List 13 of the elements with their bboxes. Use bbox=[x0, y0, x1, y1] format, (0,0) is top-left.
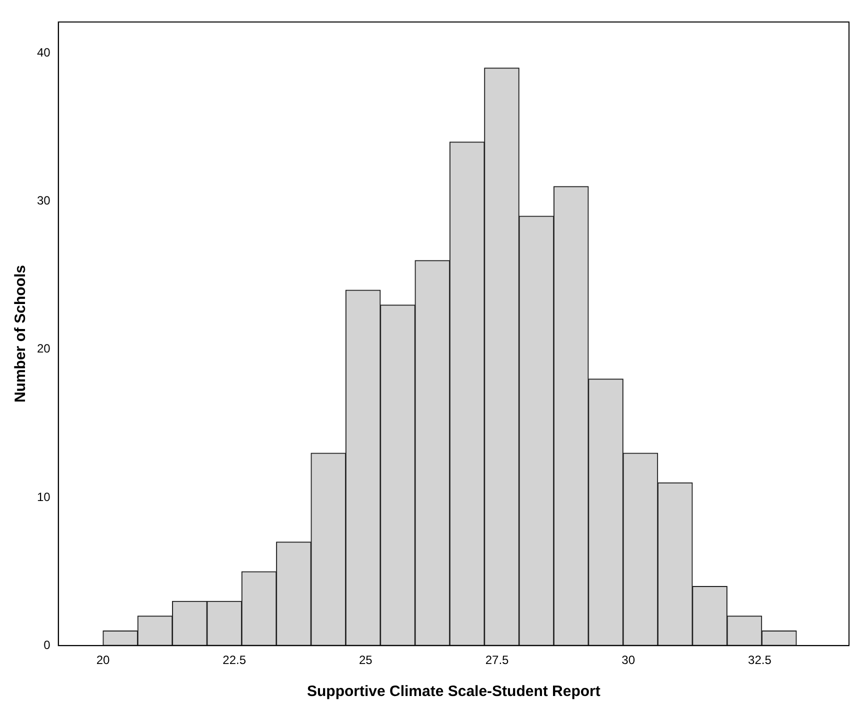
y-tick-label: 30 bbox=[36, 194, 51, 208]
y-tick-label: 20 bbox=[36, 342, 51, 356]
y-tick-label: 40 bbox=[36, 45, 51, 60]
y-axis-title: Number of Schools bbox=[12, 265, 30, 403]
y-tick-label: 0 bbox=[44, 638, 51, 652]
x-tick-label: 27.5 bbox=[485, 653, 510, 668]
x-tick-label: 22.5 bbox=[222, 653, 246, 668]
x-tick-label: 25 bbox=[359, 653, 373, 668]
y-tick-label: 10 bbox=[36, 490, 51, 504]
x-axis-title: Supportive Climate Scale-Student Report bbox=[306, 683, 600, 700]
x-tick-label: 30 bbox=[622, 653, 636, 668]
x-tick-label: 32.5 bbox=[748, 653, 772, 668]
x-tick-label: 20 bbox=[96, 653, 110, 668]
